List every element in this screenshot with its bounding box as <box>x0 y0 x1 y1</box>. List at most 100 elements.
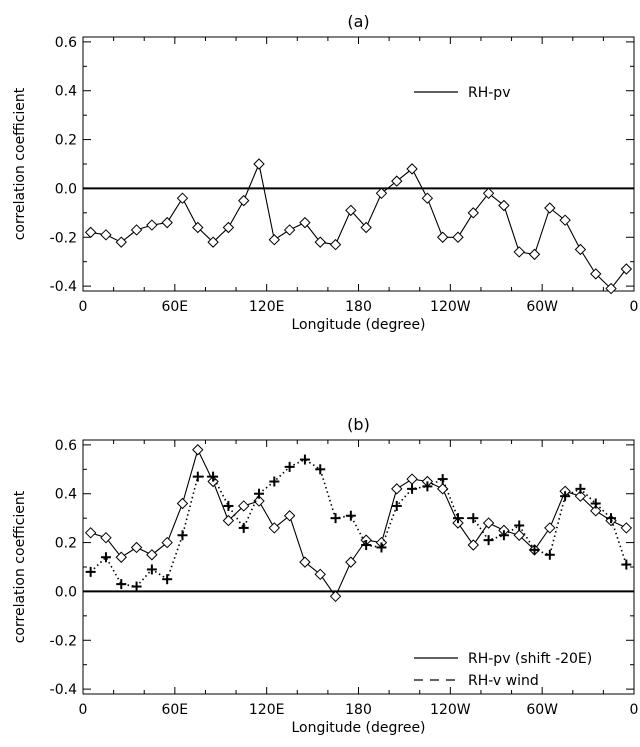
y-tick-label: -0.2 <box>50 633 77 649</box>
x-tick-label: 180 <box>345 702 372 718</box>
data-point-diamond <box>391 483 403 495</box>
y-tick-label: 0.0 <box>55 584 77 600</box>
data-point-plus <box>192 471 203 482</box>
data-point-plus <box>269 476 280 487</box>
x-tick-label: 60E <box>161 299 188 315</box>
data-point-diamond <box>559 214 571 226</box>
data-point-diamond <box>620 263 633 275</box>
data-point-diamond <box>176 192 189 204</box>
data-point-plus <box>621 559 632 570</box>
data-point-diamond <box>620 522 633 534</box>
data-point-diamond <box>299 216 311 229</box>
data-point-diamond <box>299 556 311 568</box>
data-point-diamond <box>574 243 587 256</box>
data-point-plus <box>116 579 127 590</box>
x-tick-label: 0 <box>79 299 88 315</box>
y-tick-label: 0.6 <box>55 35 77 51</box>
y-axis-label: correlation coefficient <box>12 87 28 240</box>
data-point-diamond <box>482 517 495 529</box>
data-point-diamond <box>574 490 587 502</box>
data-point-plus <box>299 454 310 465</box>
data-point-plus <box>529 544 540 555</box>
y-tick-label: 0.0 <box>55 181 77 197</box>
chart-panel-a: (a)0 60E 120E 180 120W 60W 0-0.4-0.20.00.20.40… <box>12 12 638 333</box>
data-point-diamond <box>238 500 250 512</box>
x-tick-label: 180 <box>345 299 372 315</box>
data-point-diamond <box>498 199 510 212</box>
data-point-plus <box>315 464 326 475</box>
data-point-diamond <box>406 473 418 485</box>
data-point-diamond <box>528 248 541 261</box>
data-point-diamond <box>513 529 525 541</box>
data-point-plus <box>544 549 555 560</box>
data-point-diamond <box>513 246 525 258</box>
data-point-plus <box>254 488 265 499</box>
data-point-diamond <box>192 444 204 456</box>
x-tick-label: 0 <box>630 299 639 315</box>
data-point-diamond <box>268 234 281 246</box>
data-point-diamond <box>391 175 403 187</box>
data-point-plus <box>361 540 372 551</box>
data-point-diamond <box>268 522 281 534</box>
data-point-plus <box>468 513 479 524</box>
data-point-plus <box>452 513 463 524</box>
y-tick-label: -0.4 <box>50 279 77 295</box>
data-point-plus <box>437 474 448 485</box>
data-point-diamond <box>100 531 112 544</box>
data-point-plus <box>391 500 402 511</box>
data-point-plus <box>422 481 433 492</box>
data-point-diamond <box>146 549 158 561</box>
data-point-plus <box>606 513 617 524</box>
data-point-diamond <box>544 522 556 534</box>
data-point-plus <box>345 510 356 521</box>
data-point-diamond <box>100 229 112 241</box>
data-point-plus <box>560 491 571 502</box>
data-point-diamond <box>375 187 388 200</box>
data-point-diamond <box>222 514 235 527</box>
data-point-diamond <box>253 495 265 507</box>
y-axis-label: correlation coefficient <box>12 490 28 643</box>
data-point-diamond <box>345 556 357 568</box>
x-tick-label: 60W <box>526 702 558 718</box>
legend-label-0: RH-pv <box>468 85 510 101</box>
chart-panel-b: (b)0 60E 120E 180 120W 60W 0-0.4-0.20.00.20.40… <box>12 415 638 736</box>
x-tick-label: 0 <box>79 702 88 718</box>
x-tick-label: 120W <box>430 702 471 718</box>
data-point-diamond <box>115 551 127 563</box>
data-point-diamond <box>130 224 143 236</box>
data-point-diamond <box>345 204 357 217</box>
data-point-diamond <box>482 187 495 200</box>
x-tick-label: 120E <box>249 299 285 315</box>
data-point-diamond <box>436 483 449 495</box>
data-point-plus <box>498 530 509 541</box>
series-line-0 <box>90 162 627 290</box>
data-point-diamond <box>467 539 479 551</box>
plot-frame <box>82 36 635 292</box>
data-point-plus <box>575 483 586 494</box>
data-point-diamond <box>253 158 265 170</box>
data-point-diamond <box>421 192 434 204</box>
data-point-diamond <box>314 236 326 248</box>
data-point-diamond <box>329 590 342 603</box>
data-point-diamond <box>360 221 372 234</box>
x-tick-label: 60E <box>161 702 188 718</box>
x-tick-label: 120W <box>430 299 471 315</box>
data-point-diamond <box>590 268 602 280</box>
data-point-diamond <box>176 497 189 510</box>
x-axis-label: Longitude (degree) <box>291 720 425 736</box>
chart-title: (a) <box>347 12 369 31</box>
data-point-diamond <box>146 219 158 231</box>
data-point-diamond <box>283 224 296 236</box>
data-point-plus <box>85 566 96 577</box>
data-point-diamond <box>329 238 342 251</box>
data-point-diamond <box>590 505 602 517</box>
data-point-plus <box>238 522 249 533</box>
data-point-diamond <box>436 231 449 243</box>
y-tick-label: -0.2 <box>50 230 77 246</box>
data-point-diamond <box>161 536 173 549</box>
data-point-plus <box>223 500 234 511</box>
data-point-diamond <box>314 568 326 581</box>
data-point-diamond <box>283 510 296 522</box>
y-tick-label: 0.2 <box>55 536 77 552</box>
